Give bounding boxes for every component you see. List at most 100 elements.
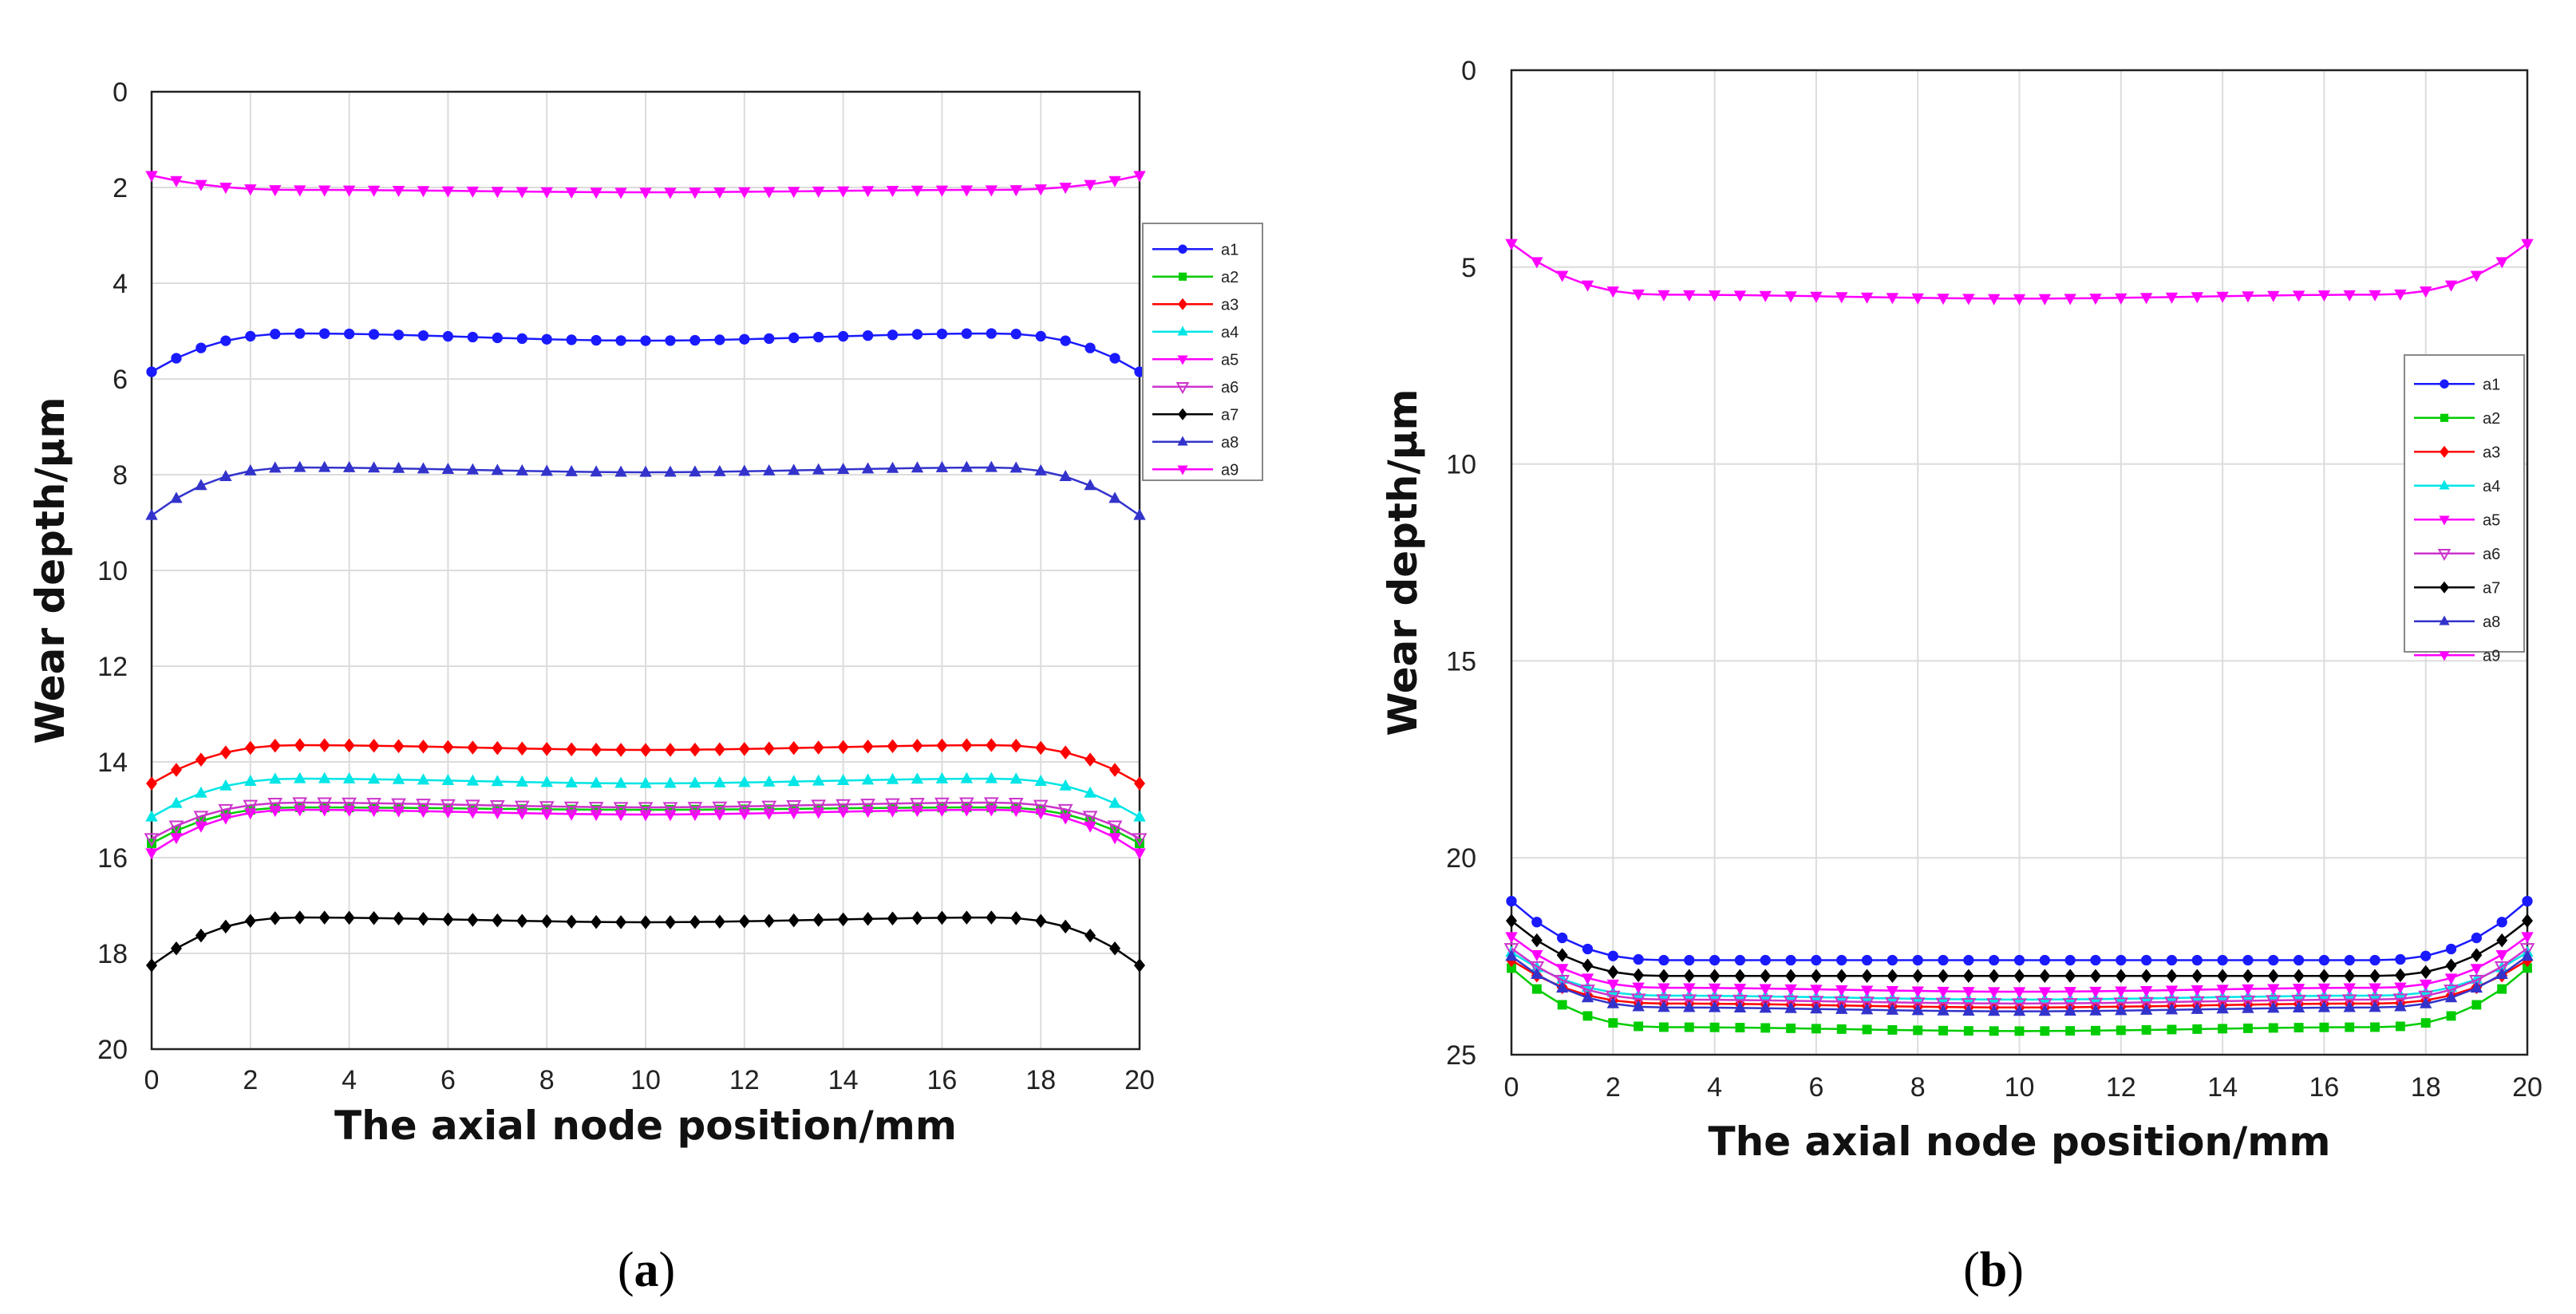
data-point-a8 bbox=[392, 461, 405, 473]
data-point-a7 bbox=[368, 910, 380, 925]
chart-panel-a: 0 2 4 6 8 10 12 14 16 18 20 0 2 4 6 8 10 12 14 16 18 20 The ax… bbox=[27, 77, 1263, 1297]
data-point-a5 bbox=[1759, 984, 1772, 996]
legend-marker-a3 bbox=[2440, 445, 2449, 458]
y-tick-label: 8 bbox=[113, 460, 128, 491]
data-point-a6 bbox=[2012, 998, 2027, 1012]
data-point-a5 bbox=[219, 813, 232, 825]
data-point-a9 bbox=[1581, 280, 1594, 292]
data-point-a1 bbox=[788, 332, 800, 344]
series-a6 bbox=[144, 797, 1148, 847]
data-point-a5 bbox=[2115, 986, 2128, 998]
data-point-a7 bbox=[1109, 941, 1121, 956]
data-point-a9 bbox=[1606, 286, 1619, 298]
data-point-a9 bbox=[441, 186, 455, 198]
data-point-a1 bbox=[2217, 954, 2228, 966]
data-point-a4 bbox=[960, 771, 974, 783]
data-point-a2 bbox=[2395, 1021, 2405, 1032]
data-point-a8 bbox=[2038, 1004, 2052, 1016]
data-point-a8 bbox=[1911, 1004, 1924, 1016]
data-point-a6 bbox=[2341, 994, 2357, 1008]
data-point-a7 bbox=[566, 914, 578, 929]
data-point-a2 bbox=[2192, 1024, 2203, 1034]
data-point-a4 bbox=[812, 774, 825, 786]
data-point-a7 bbox=[1835, 969, 1847, 984]
data-point-a3 bbox=[467, 740, 479, 755]
data-point-a5 bbox=[2420, 979, 2432, 991]
panel-caption-open: ( bbox=[1963, 1243, 1980, 1297]
data-point-a6 bbox=[737, 801, 753, 815]
data-point-a7 bbox=[713, 914, 725, 929]
data-point-a5 bbox=[2267, 984, 2280, 996]
data-point-a1 bbox=[2369, 954, 2380, 966]
data-point-a6 bbox=[687, 802, 703, 816]
y-tick-label: 15 bbox=[1446, 646, 1476, 677]
data-point-a6 bbox=[2088, 997, 2104, 1012]
data-point-a4 bbox=[1059, 779, 1072, 791]
data-point-a9 bbox=[935, 185, 949, 197]
data-point-a8 bbox=[318, 460, 331, 472]
data-point-a1 bbox=[1684, 954, 1695, 966]
data-point-a8 bbox=[2292, 1000, 2305, 1012]
data-point-a4 bbox=[491, 775, 504, 787]
legend-label-a3: a3 bbox=[2483, 444, 2500, 461]
data-point-a6 bbox=[885, 798, 900, 812]
data-point-a6 bbox=[1935, 997, 1951, 1012]
data-point-a9 bbox=[2267, 290, 2280, 302]
data-point-a1 bbox=[2318, 954, 2330, 966]
data-point-a8 bbox=[788, 464, 800, 475]
data-point-a8 bbox=[713, 464, 726, 476]
data-point-a5 bbox=[1531, 950, 1543, 962]
series-a3 bbox=[146, 738, 1145, 791]
data-point-a4 bbox=[689, 776, 701, 788]
data-point-a6 bbox=[1808, 996, 1824, 1010]
data-point-a7 bbox=[1734, 969, 1746, 984]
data-point-a3 bbox=[442, 740, 454, 755]
data-point-a6 bbox=[2139, 996, 2155, 1011]
data-point-a6 bbox=[2519, 943, 2535, 957]
data-point-a9 bbox=[2369, 290, 2381, 302]
data-point-a9 bbox=[836, 186, 850, 198]
data-point-a5 bbox=[1708, 983, 1721, 995]
data-point-a5 bbox=[1810, 985, 1823, 996]
data-point-a6 bbox=[1783, 995, 1799, 1009]
data-point-a2 bbox=[1887, 1024, 1898, 1035]
x-tick-label: 14 bbox=[2207, 1072, 2238, 1103]
data-point-a9 bbox=[2115, 293, 2128, 305]
data-point-a1 bbox=[196, 342, 207, 353]
data-point-a1 bbox=[2090, 954, 2101, 966]
data-point-a7 bbox=[2089, 969, 2101, 984]
data-point-a4 bbox=[269, 772, 282, 784]
data-point-a9 bbox=[367, 185, 381, 197]
data-point-a7 bbox=[170, 941, 182, 956]
data-point-a9 bbox=[2521, 239, 2534, 251]
data-point-a6 bbox=[2468, 975, 2484, 989]
data-point-a1 bbox=[1785, 954, 1796, 966]
data-point-a6 bbox=[1033, 799, 1049, 814]
legend-label-a4: a4 bbox=[1221, 324, 1239, 341]
legend-marker-a1 bbox=[2440, 379, 2449, 389]
data-point-a1 bbox=[714, 334, 725, 345]
data-point-a6 bbox=[811, 799, 827, 814]
legend-marker-a6 bbox=[2437, 548, 2452, 562]
data-point-a8 bbox=[1683, 1000, 1696, 1012]
data-point-a1 bbox=[1836, 954, 1847, 966]
data-point-a7 bbox=[2191, 969, 2203, 984]
data-point-a6 bbox=[1503, 943, 1519, 957]
data-point-a6 bbox=[563, 801, 579, 815]
data-point-a1 bbox=[2039, 954, 2050, 966]
data-point-a9 bbox=[960, 185, 974, 197]
data-point-a3 bbox=[393, 739, 405, 753]
data-point-a4 bbox=[1084, 786, 1096, 798]
data-point-a3 bbox=[343, 738, 355, 753]
data-point-a8 bbox=[565, 464, 578, 476]
data-point-a3 bbox=[763, 741, 775, 756]
data-point-a9 bbox=[1531, 257, 1543, 269]
data-point-a6 bbox=[2494, 961, 2510, 975]
data-point-a2 bbox=[1110, 826, 1120, 836]
data-point-a5 bbox=[1987, 987, 2001, 999]
data-point-a1 bbox=[640, 335, 651, 346]
y-axis-label: Wear depth/μm bbox=[1380, 389, 1426, 736]
data-point-a6 bbox=[1656, 994, 1672, 1008]
data-point-a9 bbox=[540, 187, 553, 199]
data-point-a7 bbox=[541, 914, 553, 929]
